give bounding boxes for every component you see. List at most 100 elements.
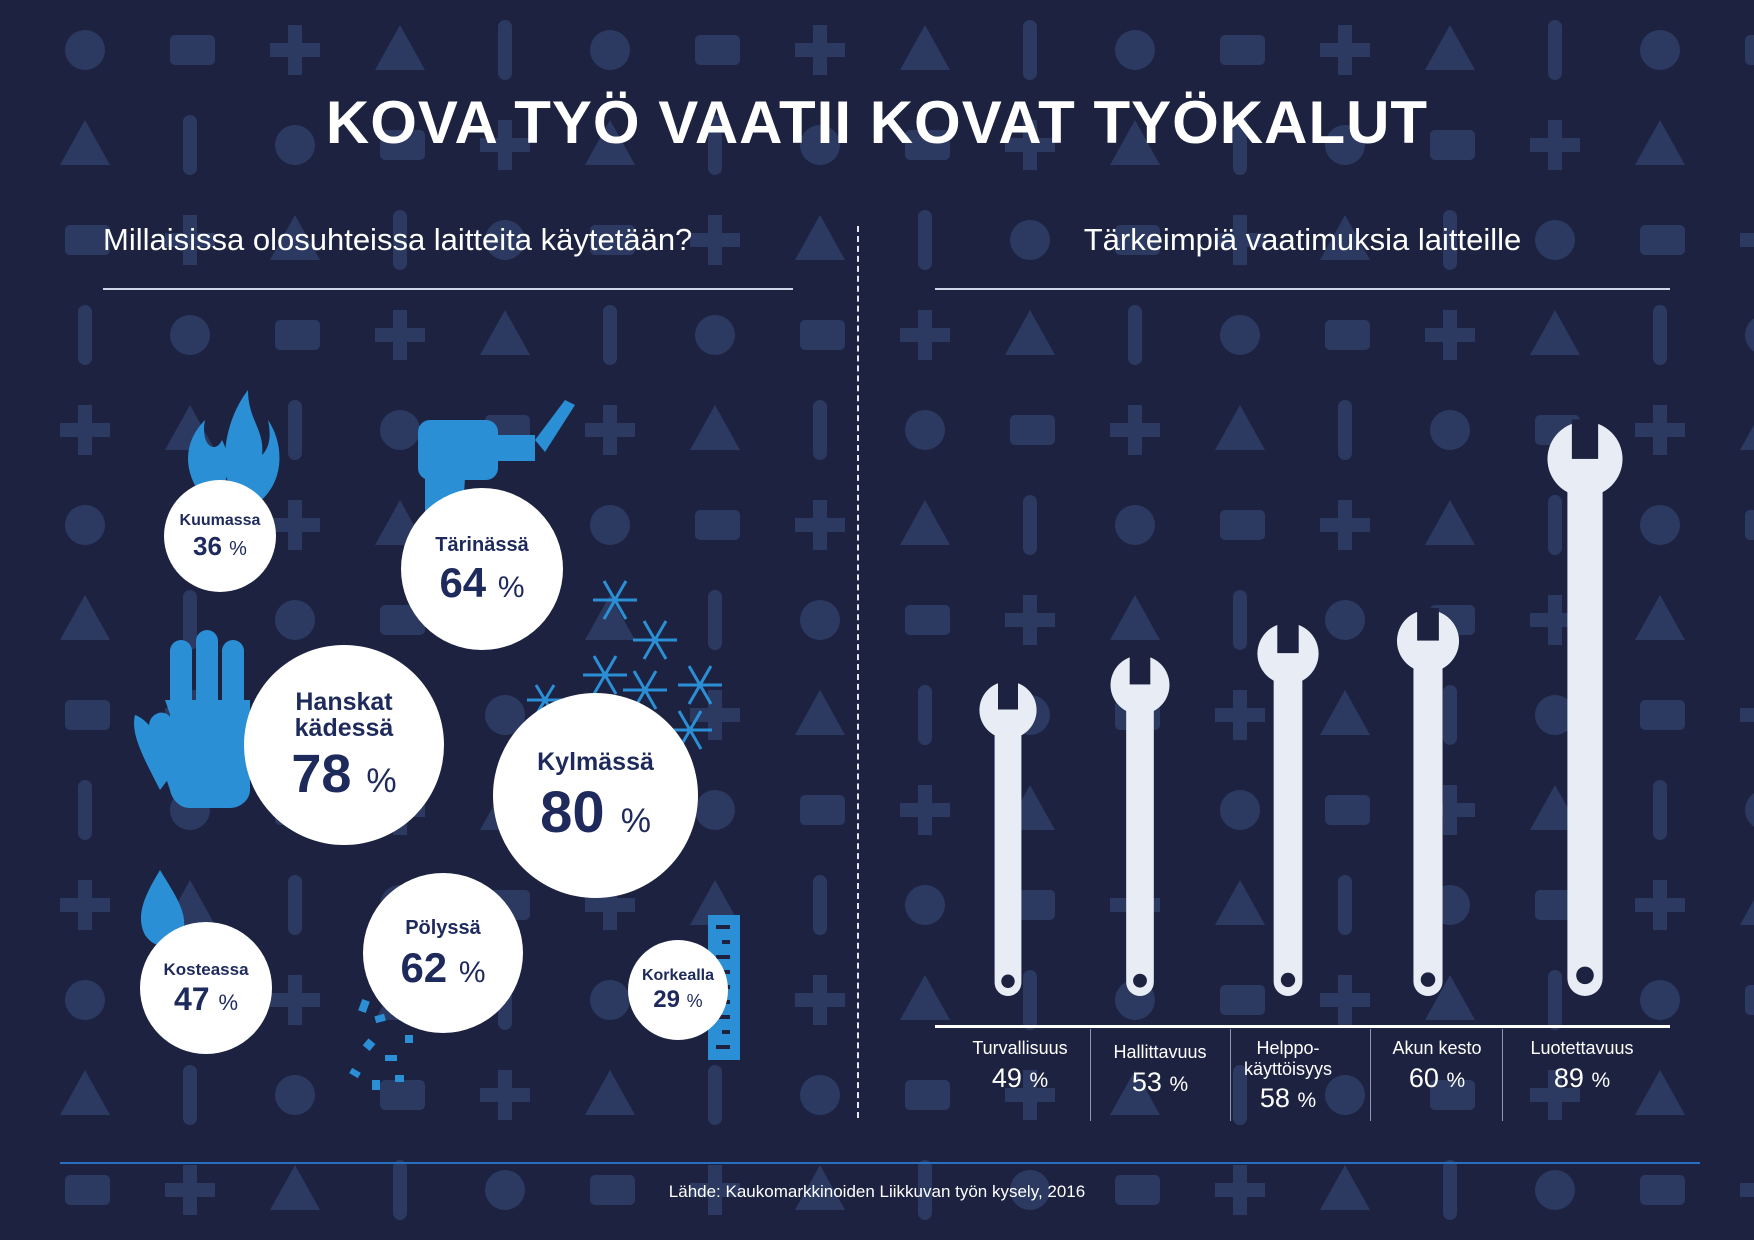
pattern-tool-shape bbox=[270, 975, 320, 1025]
pattern-tool-shape bbox=[1215, 215, 1265, 265]
pattern-tool-shape bbox=[1640, 700, 1685, 730]
pattern-tool-shape bbox=[585, 1070, 635, 1115]
percent-sign: % bbox=[1446, 1068, 1466, 1092]
percent-sign: % bbox=[1297, 1089, 1317, 1113]
pattern-tool-shape bbox=[170, 35, 215, 65]
pattern-tool-shape bbox=[690, 880, 740, 925]
wrench-bar bbox=[1110, 653, 1170, 996]
pattern-tool-shape bbox=[1320, 975, 1370, 1025]
pattern-tool-shape bbox=[1220, 35, 1265, 65]
pattern-tool-shape bbox=[1320, 25, 1370, 75]
bubble-kuumassa: Kuumassa 36 % bbox=[164, 480, 276, 592]
pattern-tool-shape bbox=[1110, 405, 1160, 455]
pattern-tool-shape bbox=[1325, 795, 1370, 825]
wrench-bar bbox=[1257, 621, 1319, 996]
pattern-tool-shape bbox=[1745, 35, 1754, 65]
pattern-tool-shape bbox=[708, 1065, 722, 1125]
pattern-tool-shape bbox=[1530, 1070, 1580, 1120]
pattern-tool-shape bbox=[65, 980, 105, 1020]
pattern-tool-shape bbox=[1320, 500, 1370, 550]
pattern-tool-shape bbox=[1535, 1170, 1575, 1210]
pattern-tool-shape bbox=[795, 690, 845, 735]
pattern-tool-shape bbox=[1425, 500, 1475, 545]
percent-sign: % bbox=[686, 991, 703, 1012]
pattern-tool-shape bbox=[1220, 790, 1260, 830]
pattern-tool-shape bbox=[60, 880, 110, 930]
bubble-label: Kosteassa bbox=[163, 960, 249, 980]
pattern-tool-shape bbox=[1215, 880, 1265, 925]
bubble-value: 47 bbox=[173, 980, 210, 1017]
wrench-bar bbox=[979, 679, 1037, 996]
pattern-tool-shape bbox=[1023, 495, 1037, 555]
pattern-tool-shape bbox=[1745, 510, 1754, 540]
requirement-value: 89 bbox=[1553, 1062, 1584, 1093]
pattern-tool-shape bbox=[800, 795, 845, 825]
pattern-tool-shape bbox=[690, 1165, 740, 1215]
pattern-tool-shape bbox=[270, 500, 320, 550]
bubble-label-line2: kädessä bbox=[294, 714, 394, 742]
pattern-tool-shape bbox=[708, 115, 722, 175]
pattern-tool-shape bbox=[393, 1160, 407, 1220]
pattern-tool-shape bbox=[1023, 970, 1037, 1030]
pattern-tool-shape bbox=[695, 35, 740, 65]
pattern-tool-shape bbox=[1430, 130, 1475, 160]
pattern-tool-shape bbox=[1740, 1183, 1754, 1197]
pattern-tool-shape bbox=[905, 1080, 950, 1110]
column-separator bbox=[1502, 1029, 1503, 1121]
column-separator bbox=[1090, 1029, 1091, 1121]
pattern-tool-shape bbox=[900, 785, 950, 835]
pattern-tool-shape bbox=[1745, 985, 1754, 1015]
pattern-tool-shape bbox=[905, 885, 945, 925]
percent-sign: % bbox=[1169, 1072, 1189, 1096]
requirement-value: 60 bbox=[1408, 1062, 1439, 1093]
pattern-tool-shape bbox=[1653, 780, 1667, 840]
pattern-tool-shape bbox=[1115, 505, 1155, 545]
pattern-tool-shape bbox=[1535, 220, 1575, 260]
pattern-tool-shape bbox=[1005, 595, 1055, 645]
pattern-tool-shape bbox=[900, 975, 950, 1020]
pattern-tool-shape bbox=[1635, 405, 1685, 455]
pattern-tool-shape bbox=[800, 600, 840, 640]
pattern-tool-shape bbox=[1443, 685, 1457, 745]
pattern-tool-shape bbox=[1430, 410, 1470, 450]
requirement-label: Akun kesto bbox=[1392, 1038, 1482, 1058]
pattern-tool-shape bbox=[270, 215, 320, 260]
requirement-label: Luotettavuus bbox=[1530, 1038, 1634, 1058]
pattern-tool-shape bbox=[275, 1075, 315, 1115]
pattern-tool-shape bbox=[1425, 310, 1475, 360]
main-title: KOVA TYÖ VAATII KOVAT TYÖKALUT bbox=[325, 89, 1429, 156]
pattern-tool-shape bbox=[900, 310, 950, 360]
pattern-tool-shape bbox=[65, 30, 105, 70]
percent-sign: % bbox=[218, 989, 239, 1015]
pattern-tool-shape bbox=[1530, 310, 1580, 355]
bubble-kylmassa: Kylmässä 80 % bbox=[493, 693, 698, 898]
pattern-tool-shape bbox=[1005, 1070, 1055, 1120]
pattern-tool-shape bbox=[918, 685, 932, 745]
pattern-tool-shape bbox=[275, 125, 315, 165]
bubble-polyssa: Pölyssä 62 % bbox=[363, 873, 523, 1033]
pattern-tool-shape bbox=[900, 25, 950, 70]
pattern-tool-shape bbox=[1640, 30, 1680, 70]
pattern-tool-shape bbox=[795, 215, 845, 260]
right-title-rule bbox=[935, 288, 1670, 290]
pattern-tool-shape bbox=[288, 400, 302, 460]
pattern-tool-shape bbox=[1325, 125, 1365, 165]
pattern-tool-shape bbox=[1320, 690, 1370, 735]
pattern-tool-shape bbox=[1745, 793, 1754, 827]
pattern-tool-shape bbox=[1110, 1070, 1160, 1115]
requirement-label: Hallittavuus bbox=[1113, 1042, 1207, 1062]
section-divider bbox=[857, 226, 859, 1118]
pattern-tool-shape bbox=[1220, 985, 1265, 1015]
pattern-tool-shape bbox=[918, 1160, 932, 1220]
pattern-tool-shape bbox=[590, 1175, 635, 1205]
pattern-tool-shape bbox=[1425, 975, 1475, 1020]
pattern-tool-shape bbox=[708, 590, 722, 650]
pattern-tool-shape bbox=[695, 790, 735, 830]
pattern-tool-shape bbox=[1640, 225, 1685, 255]
pattern-tool-shape bbox=[1635, 120, 1685, 165]
requirement-value: 49 bbox=[991, 1062, 1022, 1093]
percent-sign: % bbox=[458, 955, 486, 989]
pattern-tool-shape bbox=[918, 210, 932, 270]
pattern-tool-shape bbox=[498, 20, 512, 80]
bubble-label-line1: Hanskat bbox=[295, 687, 393, 716]
